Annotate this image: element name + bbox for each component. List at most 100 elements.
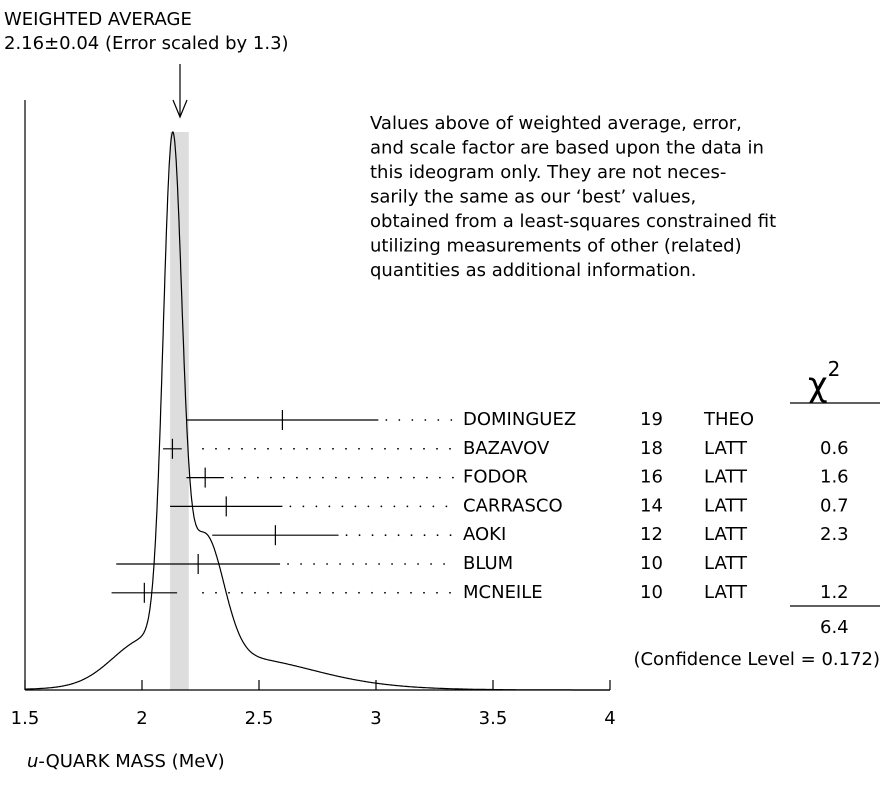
leader-dot bbox=[345, 591, 347, 594]
leader-dot bbox=[326, 563, 328, 565]
leader-dot bbox=[449, 591, 451, 594]
note-line: Values above of weighted average, error, bbox=[370, 113, 742, 134]
leader-dot bbox=[371, 534, 374, 537]
year: 10 bbox=[640, 582, 663, 603]
leader-dot bbox=[439, 476, 441, 479]
leader-dot bbox=[309, 476, 311, 479]
year: 19 bbox=[640, 409, 663, 430]
average-band bbox=[170, 132, 189, 690]
x-axis-var: u bbox=[27, 751, 38, 772]
leader-dot bbox=[315, 505, 318, 508]
leader-dot bbox=[280, 591, 282, 594]
chi2: 0.6 bbox=[820, 438, 849, 459]
chi2: 0.7 bbox=[820, 495, 849, 516]
leader-dot bbox=[283, 476, 285, 479]
leader-dot bbox=[332, 447, 334, 450]
chi2: 2.3 bbox=[820, 524, 849, 545]
leader-dot bbox=[319, 447, 321, 450]
chi2-header: χ2 bbox=[808, 357, 840, 405]
leader-dot bbox=[410, 591, 412, 594]
leader-dot bbox=[371, 447, 373, 450]
leader-dot bbox=[270, 476, 272, 479]
leader-dot bbox=[228, 591, 230, 594]
leader-dot bbox=[423, 591, 425, 594]
leader-dot bbox=[397, 534, 400, 537]
name: FODOR bbox=[463, 467, 528, 488]
technique: LATT bbox=[704, 582, 748, 603]
leader-dot bbox=[371, 591, 373, 594]
leader-dot bbox=[449, 534, 452, 537]
x-tick-label: 2.5 bbox=[245, 708, 274, 729]
leader-dot bbox=[241, 591, 243, 594]
leader-dot bbox=[436, 534, 439, 537]
leader-dot bbox=[215, 591, 217, 594]
leader-dot bbox=[404, 563, 406, 565]
leader-dot bbox=[345, 534, 348, 537]
leader-dot bbox=[378, 563, 380, 565]
technique: LATT bbox=[704, 467, 748, 488]
year: 16 bbox=[640, 467, 663, 488]
leader-dot bbox=[322, 476, 324, 479]
x-tick-label: 1.5 bbox=[11, 708, 40, 729]
leader-dot bbox=[302, 505, 305, 508]
leader-dot bbox=[436, 447, 438, 450]
leader-dot bbox=[202, 591, 204, 594]
leader-dot bbox=[436, 591, 438, 594]
note-line: and scale factor are based upon the data… bbox=[370, 138, 764, 159]
name: CARRASCO bbox=[463, 495, 563, 516]
leader-dot bbox=[335, 476, 337, 479]
note-line: quantities as additional information. bbox=[370, 260, 696, 281]
technique: LATT bbox=[704, 438, 748, 459]
leader-dot bbox=[432, 505, 435, 508]
leader-dot bbox=[443, 563, 445, 565]
name: BLUM bbox=[463, 553, 513, 574]
leader-dot bbox=[419, 505, 422, 508]
leader-dot bbox=[450, 419, 453, 421]
leader-dot bbox=[413, 476, 415, 479]
name: MCNEILE bbox=[463, 582, 543, 603]
year: 12 bbox=[640, 524, 663, 545]
technique: LATT bbox=[704, 524, 748, 545]
leader-dot bbox=[393, 505, 396, 508]
leader-dot bbox=[367, 505, 370, 508]
ideogram-curve bbox=[25, 131, 610, 691]
leader-dot bbox=[254, 591, 256, 594]
leader-dot bbox=[348, 476, 350, 479]
leader-dot bbox=[352, 563, 354, 565]
x-tick-label: 3 bbox=[370, 708, 381, 729]
leader-dot bbox=[289, 505, 292, 508]
leader-dot bbox=[380, 505, 383, 508]
leader-dot bbox=[410, 447, 412, 450]
leader-dot bbox=[287, 563, 289, 565]
leader-dot bbox=[384, 591, 386, 594]
note-line: this ideogram only. They are not neces- bbox=[370, 162, 726, 183]
leader-dot bbox=[449, 447, 451, 450]
leader-dot bbox=[296, 476, 298, 479]
leader-dot bbox=[257, 476, 259, 479]
leader-dot bbox=[231, 476, 233, 479]
leader-dot bbox=[361, 476, 363, 479]
x-tick-label: 3.5 bbox=[479, 708, 508, 729]
leader-dot bbox=[426, 476, 428, 479]
leader-dot bbox=[358, 447, 360, 450]
leader-dot bbox=[437, 419, 440, 421]
leader-dot bbox=[306, 591, 308, 594]
leader-dot bbox=[319, 591, 321, 594]
leader-dot bbox=[306, 447, 308, 450]
name: BAZAVOV bbox=[463, 438, 550, 459]
leader-dot bbox=[254, 447, 256, 450]
leader-dot bbox=[313, 563, 315, 565]
year: 14 bbox=[640, 495, 663, 516]
leader-dot bbox=[410, 534, 413, 537]
leader-dot bbox=[398, 419, 401, 421]
leader-dot bbox=[406, 505, 409, 508]
leader-dot bbox=[387, 476, 389, 479]
leader-dot bbox=[374, 476, 376, 479]
name: DOMINGUEZ bbox=[463, 409, 576, 430]
leader-dot bbox=[293, 447, 295, 450]
technique: THEO bbox=[703, 409, 754, 430]
chart-subtitle: 2.16±0.04 (Error scaled by 1.3) bbox=[4, 33, 289, 54]
leader-dot bbox=[345, 447, 347, 450]
